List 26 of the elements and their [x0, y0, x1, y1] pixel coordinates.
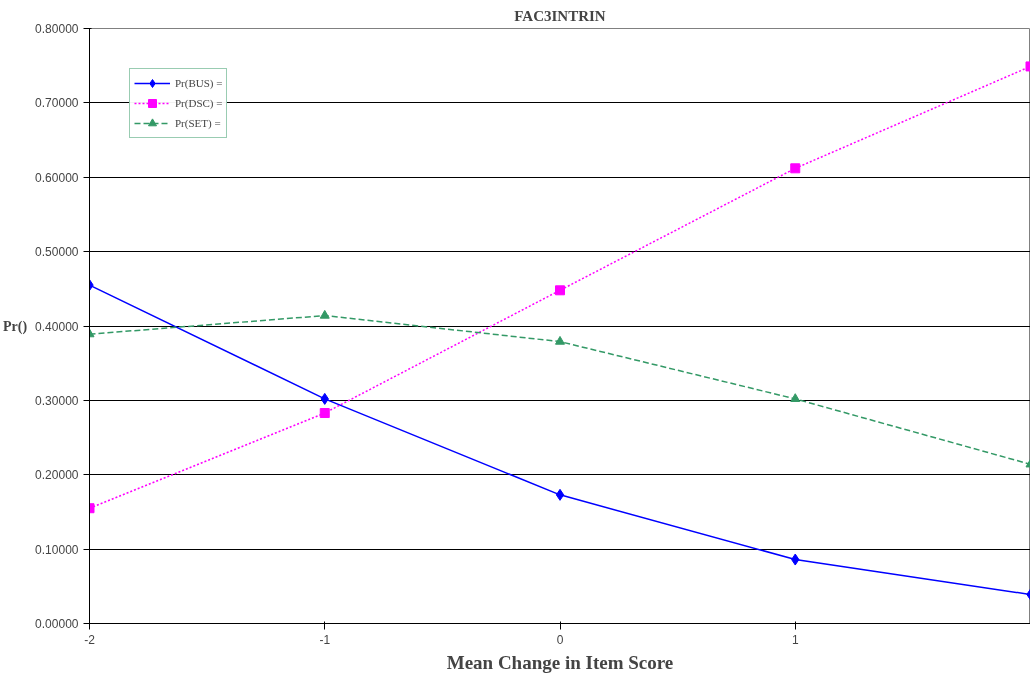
y-tick-label: 0.80000 — [35, 22, 79, 36]
legend-label: Pr(SET) = — [175, 117, 221, 129]
x-tick-label: -1 — [319, 632, 331, 647]
y-tick-label: 0.20000 — [35, 468, 79, 483]
x-tick-label: 0 — [556, 632, 564, 647]
y-tick-label: 0.50000 — [35, 245, 79, 260]
point — [319, 408, 330, 419]
point — [319, 309, 330, 319]
y-tick-label: 0.70000 — [35, 96, 79, 111]
point — [555, 488, 565, 501]
y-tick-label: 0.40000 — [35, 319, 79, 334]
x-axis-title: Mean Change in Item Score — [446, 651, 674, 673]
legend-label: Pr(BUS) = — [175, 77, 223, 89]
point — [555, 335, 565, 345]
point — [555, 285, 565, 296]
y-tick-label: 0.30000 — [35, 393, 79, 408]
x-tick-label: 1 — [791, 632, 799, 647]
y-tick-label: 0.10000 — [35, 542, 79, 557]
legend-label: Pr(DSC) = — [175, 97, 223, 109]
chart-title: FAC3INTRIN — [514, 7, 606, 24]
point — [790, 163, 801, 174]
point — [790, 393, 801, 402]
y-tick-label: 0.00000 — [35, 617, 79, 631]
x-tick-label: -2 — [84, 632, 96, 647]
y-tick-label: 0.60000 — [35, 170, 79, 185]
y-axis-title: Pr() — [3, 318, 28, 335]
